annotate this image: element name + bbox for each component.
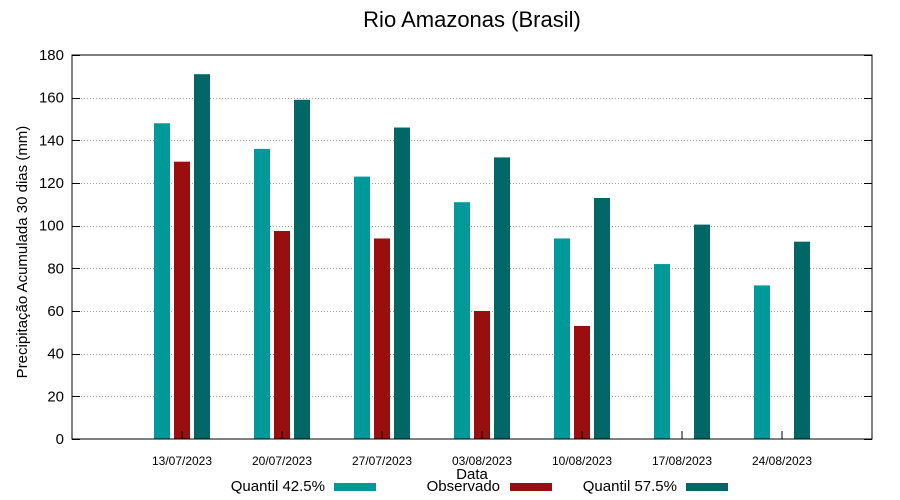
y-tick-label: 20	[47, 388, 64, 405]
legend-swatch	[510, 483, 552, 491]
bar-quantil-42-5	[154, 123, 170, 440]
bar-quantil-57-5	[594, 197, 610, 439]
plot-frame	[71, 54, 873, 440]
bar-quantil-42-5	[554, 238, 570, 439]
bar-observado	[574, 325, 590, 439]
x-tick-label: 27/07/2023	[352, 454, 412, 468]
bar-quantil-42-5	[354, 176, 370, 439]
bar-quantil-57-5	[294, 99, 310, 440]
y-axis-ticks: 0 20 40 60 80 100 120 140 160 180	[39, 47, 872, 448]
bar-observado	[274, 231, 290, 439]
x-axis-label: Data	[456, 466, 488, 483]
y-tick-label: 100	[39, 218, 64, 235]
y-tick-label: 60	[47, 303, 64, 320]
chart-title: Rio Amazonas (Brasil)	[363, 7, 581, 32]
y-tick-label: 120	[39, 175, 64, 192]
grid-layer	[72, 98, 872, 397]
x-axis-ticks: 13/07/2023 20/07/2023 27/07/2023 03/08/2023…	[152, 431, 812, 468]
bar-observado	[174, 161, 190, 439]
y-tick-label: 40	[47, 346, 64, 363]
x-tick-label: 20/07/2023	[252, 454, 312, 468]
legend-label: Quantil 57.5%	[583, 478, 677, 495]
x-tick-label: 17/08/2023	[652, 454, 712, 468]
bar-quantil-42-5	[754, 285, 770, 439]
legend-swatch	[334, 483, 376, 491]
bar-quantil-57-5	[794, 241, 810, 439]
bar-quantil-57-5	[194, 74, 210, 439]
x-tick-label: 24/08/2023	[752, 454, 812, 468]
legend-swatch	[686, 483, 728, 491]
x-tick-label: 13/07/2023	[152, 454, 212, 468]
bar-quantil-57-5	[394, 127, 410, 440]
y-tick-label: 80	[47, 260, 64, 277]
y-tick-label: 160	[39, 90, 64, 107]
y-axis-label: Precipitação Acumulada 30 dias (mm)	[14, 126, 31, 379]
y-tick-label: 140	[39, 132, 64, 149]
bar-quantil-42-5	[654, 264, 670, 439]
bar-quantil-57-5	[694, 224, 710, 439]
bar-observado	[374, 238, 390, 439]
legend-label: Quantil 42.5%	[231, 478, 325, 495]
legend-label: Observado	[427, 478, 500, 495]
x-tick-label: 03/08/2023	[452, 454, 512, 468]
y-tick-label: 180	[39, 47, 64, 64]
bar-quantil-42-5	[254, 148, 270, 439]
bar-quantil-42-5	[454, 202, 470, 439]
y-tick-label: 0	[56, 431, 64, 448]
bar-observado	[474, 311, 490, 439]
x-tick-label: 10/08/2023	[552, 454, 612, 468]
bars-layer	[154, 74, 810, 440]
bar-quantil-57-5	[494, 157, 510, 439]
legend: Quantil 42.5% Observado Quantil 57.5%	[231, 478, 728, 495]
